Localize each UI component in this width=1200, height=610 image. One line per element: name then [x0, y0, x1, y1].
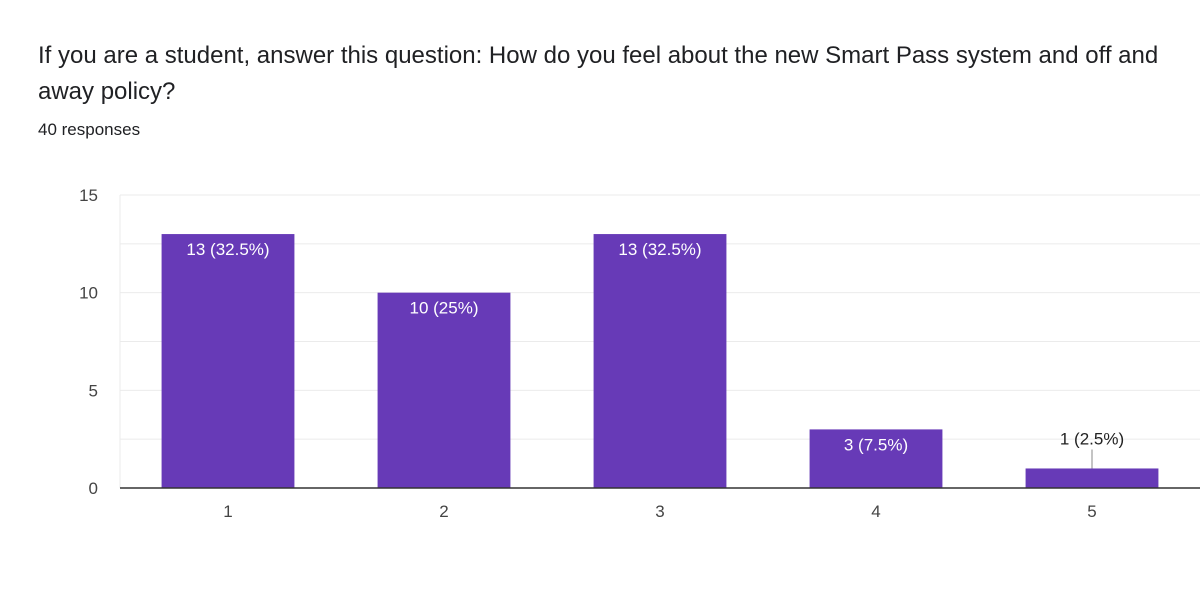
response-count: 40 responses — [38, 120, 141, 139]
bar — [593, 234, 727, 488]
data-label: 10 (25%) — [410, 299, 479, 318]
bar — [1025, 468, 1159, 488]
x-tick-label: 3 — [655, 502, 664, 521]
y-tick-label: 5 — [89, 381, 98, 400]
x-tick-label: 4 — [871, 502, 880, 521]
data-label: 13 (32.5%) — [618, 240, 701, 259]
x-tick-label: 1 — [223, 502, 232, 521]
x-tick-label: 2 — [439, 502, 448, 521]
data-label: 13 (32.5%) — [186, 240, 269, 259]
bar — [809, 429, 943, 488]
y-tick-label: 15 — [79, 186, 98, 205]
data-label: 3 (7.5%) — [844, 435, 908, 454]
bar — [377, 292, 511, 488]
x-tick-label: 5 — [1087, 502, 1096, 521]
bar — [161, 234, 295, 488]
question-title: If you are a student, answer this questi… — [38, 42, 1159, 105]
y-tick-label: 0 — [89, 479, 98, 498]
y-tick-label: 10 — [79, 284, 98, 303]
data-label: 1 (2.5%) — [1060, 429, 1124, 448]
